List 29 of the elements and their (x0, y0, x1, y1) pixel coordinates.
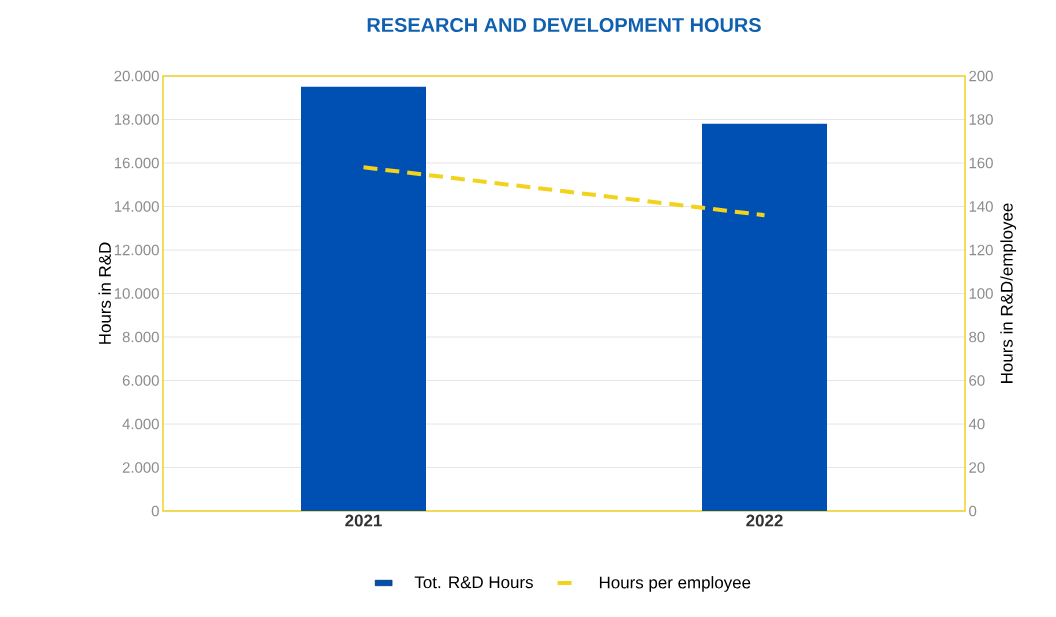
y-tick-label: 8.000 (122, 331, 159, 343)
y2-tick-label: 140 (969, 201, 993, 212)
y-tick-label: 16.000 (114, 157, 159, 169)
y-tick-label: 12.000 (114, 244, 159, 256)
y2-tick-label: 60 (969, 375, 985, 386)
y-tick-label: 6.000 (122, 375, 159, 386)
y-tick-label: 18.000 (114, 114, 159, 125)
y2-tick-label: 100 (969, 288, 993, 299)
x-tick-label: 2021 (345, 514, 382, 527)
chart-title: RESEARCH AND DEVELOPMENT HOURS (367, 17, 761, 33)
y-tick-label: 2.000 (122, 462, 159, 473)
y-tick-label: 0 (151, 505, 159, 517)
y2-tick-label: 80 (969, 331, 985, 343)
y2-tick-label: 40 (968, 418, 985, 430)
legend-label: Hours per employee (599, 576, 751, 592)
x-tick-label: 2022 (746, 514, 783, 527)
y2-tick-label: 0 (969, 505, 977, 517)
y-tick-label: 4.000 (122, 418, 159, 430)
y2-tick-label: 20 (969, 462, 985, 473)
y2-axis-title: Hours in R&D/employee (1000, 203, 1017, 383)
y2-tick-label: 180 (969, 114, 993, 125)
legend-label: Tot. R&D Hours (414, 576, 533, 589)
y-axis-title: Hours in R&D (98, 242, 111, 344)
y2-tick-label: 160 (969, 157, 993, 169)
y-tick-label: 10.000 (114, 288, 159, 299)
y2-tick-label: 120 (969, 244, 993, 256)
y2-tick-label: 200 (969, 70, 993, 82)
y-tick-label: 14.000 (114, 201, 159, 212)
y-tick-label: 20.000 (114, 70, 159, 82)
